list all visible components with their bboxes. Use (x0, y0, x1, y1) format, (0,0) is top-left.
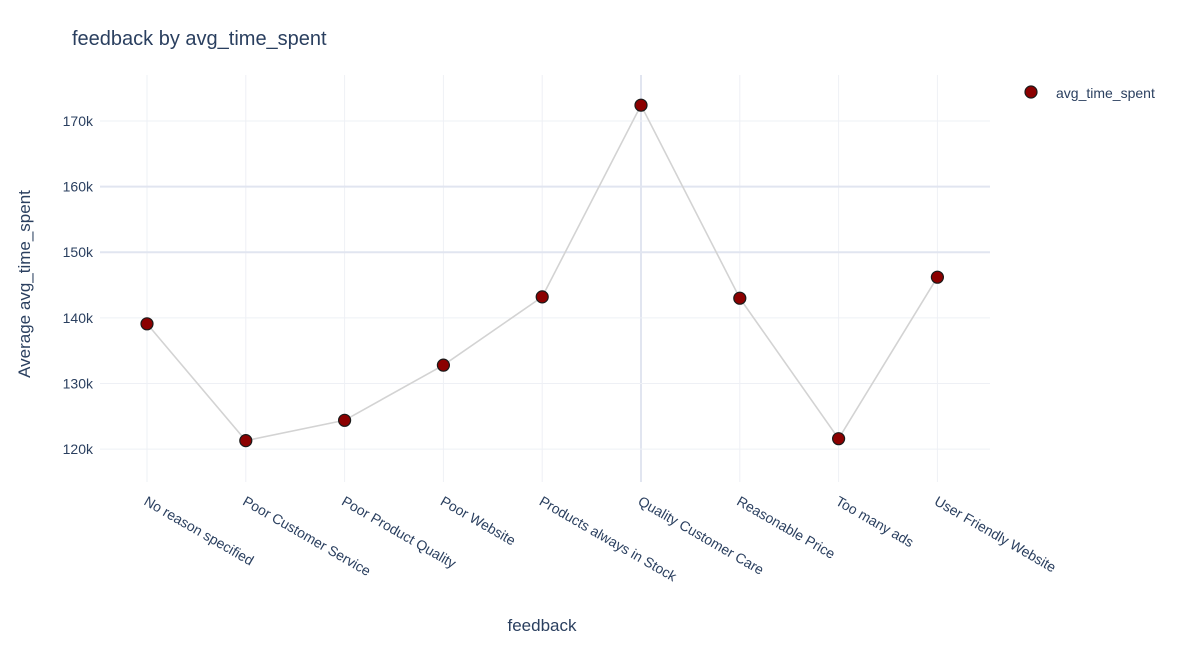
data-point[interactable] (634, 98, 648, 112)
legend[interactable]: avg_time_spent (1024, 85, 1155, 101)
x-tick-label: Reasonable Price (734, 493, 838, 562)
x-tick-label: User Friendly Website (932, 493, 1059, 576)
data-point[interactable] (436, 358, 450, 372)
y-tick-label: 130k (63, 376, 94, 392)
legend-label: avg_time_spent (1056, 85, 1155, 101)
series-markers (140, 98, 945, 448)
y-tick-label: 140k (63, 310, 94, 326)
y-axis-title: Average avg_time_spent (15, 190, 34, 378)
x-axis-title: feedback (508, 616, 577, 635)
y-tick-label: 150k (63, 244, 94, 260)
y-tick-label: 170k (63, 113, 94, 129)
data-point[interactable] (535, 290, 549, 304)
x-tick-label: Poor Website (438, 493, 519, 549)
data-point[interactable] (930, 270, 945, 284)
data-point[interactable] (831, 432, 846, 446)
y-axis-ticks: 120k 130k 140k 150k 160k 170k (63, 113, 94, 457)
gridlines (100, 75, 990, 482)
data-point[interactable] (338, 413, 352, 427)
legend-marker-icon (1024, 85, 1038, 99)
data-point[interactable] (140, 317, 154, 331)
data-point[interactable] (239, 434, 253, 448)
data-point[interactable] (733, 291, 747, 305)
x-tick-label: Too many ads (833, 493, 916, 550)
y-tick-label: 120k (63, 441, 94, 457)
y-tick-label: 160k (63, 179, 94, 195)
chart-title: feedback by avg_time_spent (72, 28, 327, 50)
x-tick-label: No reason specified (142, 493, 257, 569)
